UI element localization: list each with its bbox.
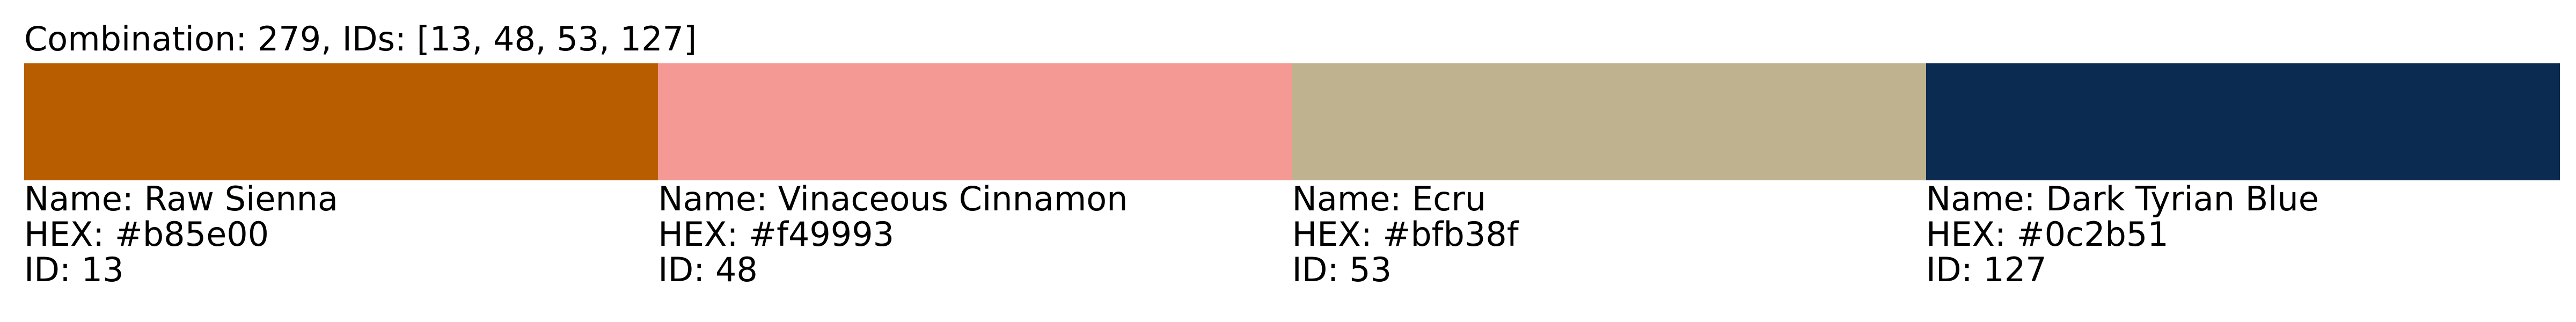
color-hex: HEX: #b85e00: [24, 215, 269, 254]
color-hex: HEX: #f49993: [658, 215, 895, 254]
color-label-dark-tyrian-blue: Name: Dark Tyrian Blue HEX: #0c2b51 ID: …: [1926, 181, 2560, 288]
color-name: Name: Dark Tyrian Blue: [1926, 179, 2319, 218]
color-id: ID: 53: [1292, 250, 1392, 289]
color-swatch-ecru: [1292, 63, 1926, 180]
color-swatch-vinaceous-cinnamon: [658, 63, 1292, 180]
color-swatch-raw-sienna: [24, 63, 658, 180]
color-name: Name: Raw Sienna: [24, 179, 338, 218]
color-hex: HEX: #bfb38f: [1292, 215, 1519, 254]
color-label-vinaceous-cinnamon: Name: Vinaceous Cinnamon HEX: #f49993 ID…: [658, 181, 1292, 288]
color-label-raw-sienna: Name: Raw Sienna HEX: #b85e00 ID: 13: [24, 181, 658, 288]
color-labels: Name: Raw Sienna HEX: #b85e00 ID: 13 Nam…: [24, 181, 2560, 288]
color-name: Name: Ecru: [1292, 179, 1487, 218]
color-palette: [24, 63, 2560, 180]
color-name: Name: Vinaceous Cinnamon: [658, 179, 1128, 218]
color-id: ID: 13: [24, 250, 124, 289]
color-id: ID: 48: [658, 250, 758, 289]
color-hex: HEX: #0c2b51: [1926, 215, 2169, 254]
color-swatch-dark-tyrian-blue: [1926, 63, 2560, 180]
color-id: ID: 127: [1926, 250, 2047, 289]
color-label-ecru: Name: Ecru HEX: #bfb38f ID: 53: [1292, 181, 1926, 288]
combination-title: Combination: 279, IDs: [13, 48, 53, 127]: [24, 19, 697, 58]
